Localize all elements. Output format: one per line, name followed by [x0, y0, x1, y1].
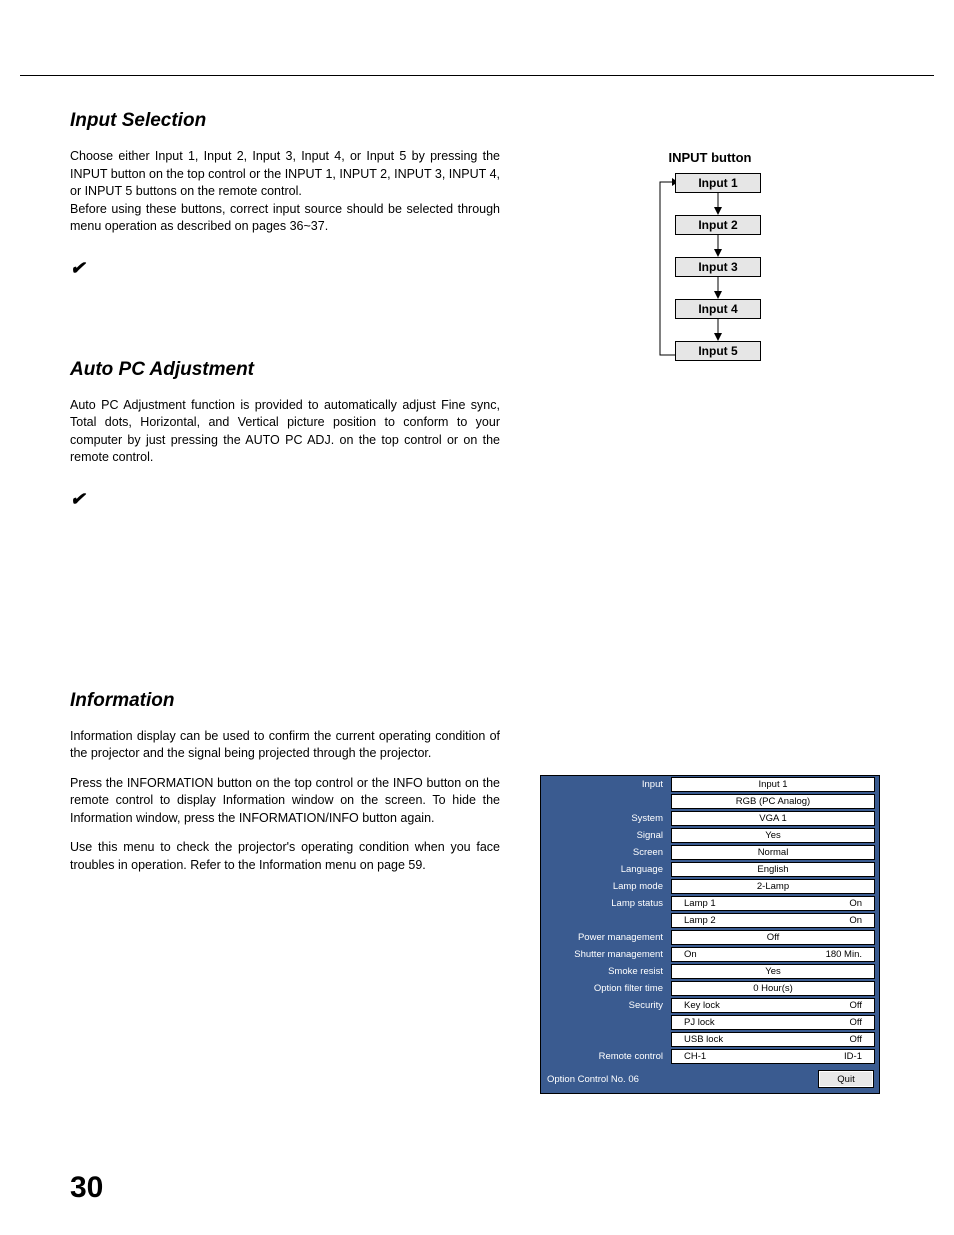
- info-usblock-value: USB lock Off: [671, 1032, 875, 1047]
- information-window: Input Input 1 RGB (PC Analog) System VGA…: [540, 775, 880, 1094]
- input-selection-p1: Choose either Input 1, Input 2, Input 3,…: [70, 148, 500, 201]
- info-smoke-value: Yes: [671, 964, 875, 979]
- auto-pc-title: Auto PC Adjustment: [70, 359, 500, 381]
- input-diagram-header: INPUT button: [540, 150, 880, 165]
- left-column: Input Selection Choose either Input 1, I…: [70, 110, 500, 1094]
- info-power-value: Off: [671, 930, 875, 945]
- info-screen-label: Screen: [541, 844, 671, 861]
- info-lampmode-label: Lamp mode: [541, 878, 671, 895]
- info-smoke-label: Smoke resist: [541, 963, 671, 980]
- input-box-2: Input 2: [675, 215, 761, 235]
- info-shutter-value: On 180 Min.: [671, 947, 875, 962]
- info-remote-value: CH-1 ID-1: [671, 1049, 875, 1064]
- quit-button[interactable]: Quit: [819, 1071, 873, 1087]
- info-language-value: English: [671, 862, 875, 877]
- info-language-label: Language: [541, 861, 671, 878]
- input-box-4: Input 4: [675, 299, 761, 319]
- info-option-ctrl: Option Control No. 06: [547, 1074, 677, 1085]
- info-lamp1-value: Lamp 1 On: [671, 896, 875, 911]
- info-pjlock-value: PJ lock Off: [671, 1015, 875, 1030]
- info-lampmode-value: 2-Lamp: [671, 879, 875, 894]
- info-remote-label: Remote control: [541, 1048, 671, 1065]
- down-arrow-icon: [713, 193, 723, 215]
- input-selection-p2: Before using these buttons, correct inpu…: [70, 201, 500, 236]
- info-input-sub: RGB (PC Analog): [671, 794, 875, 809]
- info-signal-value: Yes: [671, 828, 875, 843]
- down-arrow-icon: [713, 319, 723, 341]
- down-arrow-icon: [713, 235, 723, 257]
- auto-pc-p1: Auto PC Adjustment function is provided …: [70, 397, 500, 467]
- info-shutter-label: Shutter management: [541, 946, 671, 963]
- information-p1: Information display can be used to confi…: [70, 728, 500, 763]
- info-filter-label: Option filter time: [541, 980, 671, 997]
- info-input-value: Input 1: [671, 777, 875, 792]
- info-power-label: Power management: [541, 929, 671, 946]
- information-p2: Press the INFORMATION button on the top …: [70, 775, 500, 828]
- info-screen-value: Normal: [671, 845, 875, 860]
- info-lamp2-value: Lamp 2 On: [671, 913, 875, 928]
- info-input-label: Input: [541, 776, 671, 793]
- info-keylock-value: Key lock Off: [671, 998, 875, 1013]
- info-signal-label: Signal: [541, 827, 671, 844]
- info-security-label: Security: [541, 997, 671, 1014]
- input-box-1: Input 1: [675, 173, 761, 193]
- information-p3: Use this menu to check the projector's o…: [70, 839, 500, 874]
- down-arrow-icon: [713, 277, 723, 299]
- right-column: INPUT button Input 1 Input 2: [540, 110, 880, 1094]
- top-rule: [20, 75, 934, 76]
- checkmark-icon: ✔: [70, 258, 500, 279]
- information-title: Information: [70, 690, 500, 712]
- input-button-diagram: INPUT button Input 1 Input 2: [540, 150, 880, 363]
- info-system-label: System: [541, 810, 671, 827]
- info-lampstatus-label: Lamp status: [541, 895, 671, 912]
- checkmark-icon: ✔: [70, 489, 500, 510]
- info-system-value: VGA 1: [671, 811, 875, 826]
- input-selection-title: Input Selection: [70, 110, 500, 132]
- input-box-3: Input 3: [675, 257, 761, 277]
- info-filter-value: 0 Hour(s): [671, 981, 875, 996]
- page-number: 30: [70, 1171, 103, 1205]
- input-box-5: Input 5: [675, 341, 761, 361]
